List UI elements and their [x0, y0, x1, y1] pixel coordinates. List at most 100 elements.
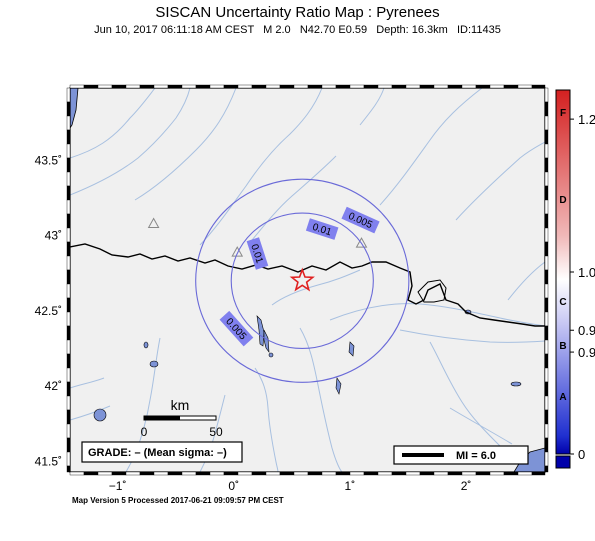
colorbar-grade-letter: A [559, 392, 566, 403]
frame-band-bottom [349, 471, 365, 476]
frame-band-top [475, 84, 491, 89]
lon-tick-label: 2˚ [461, 479, 472, 493]
map-area [70, 88, 545, 472]
frame-band-right [544, 241, 549, 257]
scale-bar-title: km [171, 397, 190, 413]
frame-band-top [335, 84, 351, 89]
legend-box: MI = 6.0 [393, 445, 529, 465]
lat-tick-label: 43.5˚ [35, 153, 62, 167]
frame-band-left [66, 129, 71, 145]
frame-band-top [447, 84, 463, 89]
frame-band-bottom [391, 471, 407, 476]
bay-of-biscay-water [70, 88, 79, 129]
frame-band-top [307, 84, 323, 89]
frame-band-bottom [125, 471, 141, 476]
frame-band-bottom [153, 471, 169, 476]
frame-band-bottom [251, 471, 267, 476]
frame-band-left [66, 227, 71, 243]
frame-band-top [265, 84, 281, 89]
frame-band-top [83, 84, 99, 89]
frame-band-top [391, 84, 407, 89]
frame-band-bottom [279, 471, 295, 476]
frame-band-right [544, 325, 549, 341]
frame-band-bottom [405, 471, 421, 476]
frame-band-bottom [293, 471, 309, 476]
frame-band-bottom [265, 471, 281, 476]
frame-band-top [111, 84, 127, 89]
colorbar-grade-letter: C [559, 297, 566, 308]
scale-bar-fill [144, 416, 180, 420]
frame-band-top [139, 84, 155, 89]
frame-band-left [66, 367, 71, 383]
event-info-subtitle: Jun 10, 2017 06:11:18 AM CEST M 2.0 N42.… [94, 24, 501, 36]
legend-text: MI = 6.0 [456, 450, 496, 462]
lakes [93, 309, 522, 422]
frame-band-left [66, 353, 71, 369]
frame-band-left [66, 451, 71, 467]
frame-band-right [544, 395, 549, 411]
frame-band-left [66, 199, 71, 215]
frame-band-bottom [489, 471, 505, 476]
andorra-border [417, 279, 447, 303]
frame-band-bottom [531, 471, 546, 476]
frame-band-right [544, 409, 549, 425]
colorbar-value-label: 1.2 [578, 112, 595, 127]
frame-band-top [517, 84, 533, 89]
colorbar-grade-letter: B [559, 341, 566, 352]
frame-band-right [544, 101, 549, 117]
frame-band-right [544, 339, 549, 355]
frame-band-right [544, 283, 549, 299]
frame-band-right [544, 381, 549, 397]
frame-band-top [153, 84, 169, 89]
mediterranean-water [513, 447, 545, 472]
frame-band-left [66, 171, 71, 187]
frame-band-bottom [97, 471, 113, 476]
map-version-footer: Map Version 5 Processed 2017-06-21 09:09… [72, 496, 284, 505]
frame-band-top [279, 84, 295, 89]
frame-band-left [66, 283, 71, 299]
frame-band-right [544, 199, 549, 215]
frame-band-right [544, 213, 549, 229]
frame-band-bottom [461, 471, 477, 476]
frame-band-top [209, 84, 225, 89]
frame-band-bottom [69, 471, 85, 476]
scale-bar: km 0 50 [141, 397, 223, 439]
colorbar-value-label: 0 [578, 447, 585, 462]
frame-band-top [433, 84, 449, 89]
frame-band-right [544, 367, 549, 383]
epicenter-star-icon [289, 267, 315, 292]
frame-band-left [66, 325, 71, 341]
frame-band-left [66, 465, 71, 473]
frame-band-left [66, 409, 71, 425]
seismic-station-icon [231, 246, 244, 257]
frame-band-left [66, 143, 71, 159]
frame-band-right [544, 451, 549, 467]
contour-label-bg [305, 218, 339, 240]
frame-band-right [544, 129, 549, 145]
frame-band-left [66, 101, 71, 117]
frame-band-bottom [433, 471, 449, 476]
frame-band-left [66, 185, 71, 201]
frame-band-bottom [83, 471, 99, 476]
frame-band-top [489, 84, 505, 89]
frame-band-top [531, 84, 546, 89]
colorbar-value-label: 0.9 [578, 323, 595, 338]
frame-band-right [544, 143, 549, 159]
frame-band-right [544, 157, 549, 173]
frame-band-left [66, 269, 71, 285]
frame-band-left [66, 381, 71, 397]
scale-bar-label-start: 0 [141, 425, 148, 439]
seismic-station-icon [147, 217, 160, 229]
frame-band-right [544, 423, 549, 439]
colorbar-value-label: 1.0 [578, 265, 595, 280]
lat-tick-label: 43˚ [45, 229, 62, 243]
frame-band-top [97, 84, 113, 89]
frame-band-top [223, 84, 239, 89]
frame-band-left [66, 115, 71, 131]
frame-band-left [66, 157, 71, 173]
frame-band-left [66, 297, 71, 313]
frame-band-left [66, 437, 71, 453]
frame-band-top [167, 84, 183, 89]
frame-band-bottom [503, 471, 519, 476]
